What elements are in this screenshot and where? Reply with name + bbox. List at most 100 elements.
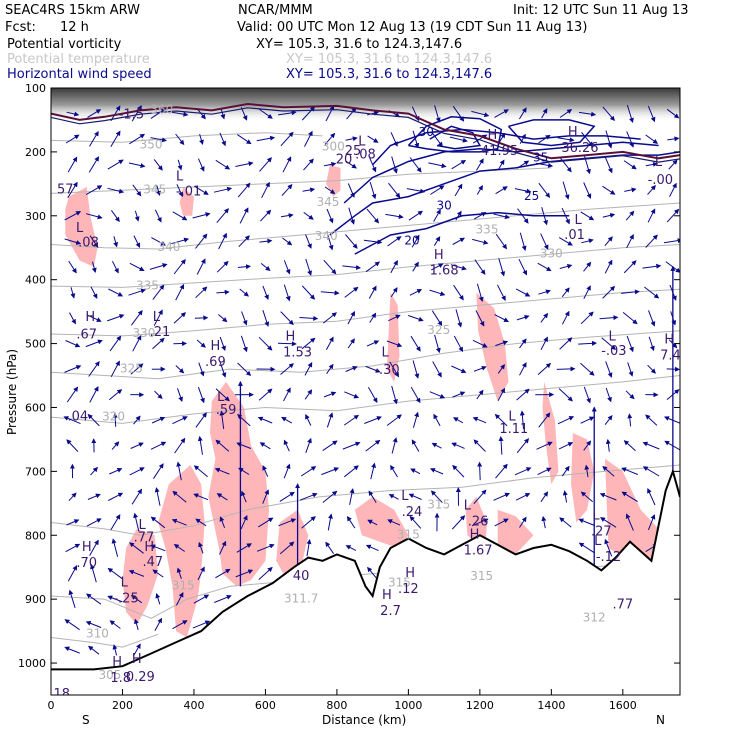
wind-vector xyxy=(455,309,463,328)
wind-vector xyxy=(64,211,82,221)
pv-contour-label: L xyxy=(575,213,583,228)
wind-vector xyxy=(305,258,312,276)
wind-vector xyxy=(175,283,185,301)
axes-layer: 0 200 400 600 800 1000 1200 1400 1600 100 200 300 40… xyxy=(18,82,680,712)
wind-vector xyxy=(497,363,505,374)
wind-vector xyxy=(87,493,101,500)
pv-contour-label: H xyxy=(382,588,392,603)
y-tick-label: 200 xyxy=(25,146,46,159)
wind-vector xyxy=(132,184,142,197)
wind-vector xyxy=(584,464,590,478)
wind-vector xyxy=(519,516,527,528)
wind-vector xyxy=(305,414,312,426)
wind-vector xyxy=(346,107,357,120)
wind-vector xyxy=(647,487,656,506)
wind-vector xyxy=(131,104,142,122)
pv-contour-label: .70 xyxy=(76,556,97,571)
wind-vector xyxy=(385,213,404,220)
wind-vector xyxy=(605,438,611,452)
wind-vector xyxy=(150,108,167,119)
wind-vector xyxy=(152,337,165,350)
wind-vector xyxy=(256,135,276,142)
wind-vector xyxy=(173,312,187,324)
wind-vector xyxy=(86,314,102,322)
wind-vector xyxy=(557,416,575,425)
wind-vector xyxy=(578,518,596,527)
wind-vector xyxy=(667,136,680,142)
wind-vector xyxy=(366,340,380,347)
wind-vector xyxy=(390,464,398,478)
theta-contour-label: 312 xyxy=(583,611,606,625)
wind-vector xyxy=(262,285,269,301)
wind-vector xyxy=(195,233,208,249)
wind-vector xyxy=(128,569,145,577)
wind-vector xyxy=(132,643,141,657)
dynamic-tropopause xyxy=(51,102,680,160)
pv-contour-label: H xyxy=(568,125,578,140)
wind-vector xyxy=(559,109,573,118)
wind-vector xyxy=(219,410,225,430)
wind-vector xyxy=(342,441,361,450)
wind-vector xyxy=(67,156,78,173)
wind-vector xyxy=(540,312,549,323)
wind-vector xyxy=(213,186,233,193)
wind-vector xyxy=(604,259,613,274)
wind-vector xyxy=(154,487,161,506)
wind-vector-layer xyxy=(63,104,680,657)
wind-vector xyxy=(133,618,139,631)
wind-vector xyxy=(519,410,525,430)
model-title: SEAC4RS 15km ARW xyxy=(5,3,140,18)
wind-vector xyxy=(347,311,355,325)
wind-vector xyxy=(494,314,509,322)
wind-vector xyxy=(152,463,164,479)
wind-vector xyxy=(237,264,251,270)
wind-vector xyxy=(152,569,164,578)
wind-vector xyxy=(87,413,100,427)
field-name-pv: Potential vorticity xyxy=(7,37,122,52)
y-tick-label: 900 xyxy=(25,593,46,606)
pv-contour-label: -.12 xyxy=(596,550,621,565)
wind-vector xyxy=(241,311,248,326)
wind-vector xyxy=(451,442,465,449)
y-tick-label: 700 xyxy=(25,465,46,478)
wind-vector xyxy=(386,340,403,348)
wind-vector xyxy=(583,261,592,272)
wind-vector xyxy=(111,538,119,557)
x-tick-label: 1200 xyxy=(466,699,494,712)
wind-vector xyxy=(150,544,166,552)
wind-vector xyxy=(177,159,183,171)
wind-vector xyxy=(153,159,163,171)
wind-vector xyxy=(367,566,378,580)
pv-contour-label: -1.5 xyxy=(119,108,144,123)
wind-vector xyxy=(68,589,76,608)
pv-contour-label: 7.43 xyxy=(660,349,689,364)
theta-contour-label: 350 xyxy=(140,138,163,152)
pv-contour-label: H xyxy=(487,128,497,143)
wind-vector xyxy=(622,312,638,325)
wind-vector xyxy=(68,492,77,502)
pv-shaded-region xyxy=(571,433,595,523)
wind-vector xyxy=(110,514,121,531)
y-axis-label: Pressure (hPa) xyxy=(5,349,19,435)
theta-contour-label: 325 xyxy=(427,323,450,337)
wind-vector xyxy=(516,438,530,454)
wind-vector xyxy=(537,362,552,375)
wind-vector xyxy=(647,185,656,195)
wind-vector xyxy=(580,491,594,503)
pv-contour-label: 36.26 xyxy=(561,141,598,156)
wind-vector xyxy=(408,315,424,322)
wind-vector xyxy=(669,182,677,198)
wind-vector xyxy=(219,361,227,378)
wind-vector xyxy=(110,360,120,378)
theta-contour-label: 345 xyxy=(317,195,340,209)
theta-isentrope xyxy=(51,330,680,380)
wind-vector xyxy=(176,567,182,579)
wind-vector xyxy=(280,363,294,375)
pv-contour-label: 25 xyxy=(345,144,362,159)
field-xy-wind: XY= 105.3, 31.6 to 124.3,147.6 xyxy=(286,67,492,82)
wind-vector xyxy=(86,518,102,527)
wind-vector xyxy=(642,441,660,450)
theta-contour-label: 360 xyxy=(150,103,173,117)
wind-vector xyxy=(452,105,465,122)
wind-vector xyxy=(128,162,146,168)
